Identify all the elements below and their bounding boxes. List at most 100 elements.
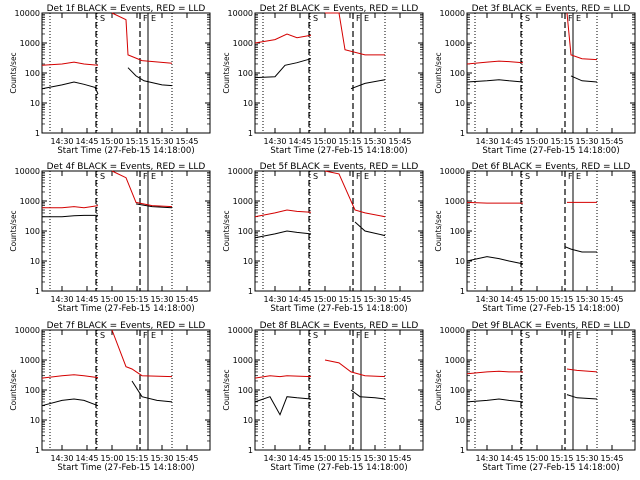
- x-axis-label: Start Time (27-Feb-15 14:18:00): [482, 463, 619, 473]
- panel-title: Det 6f BLACK = Events, RED = LLD: [472, 162, 631, 172]
- y-tick-label: 1: [248, 287, 253, 296]
- x-tick-label: 14:45: [288, 137, 311, 146]
- x-tick-label: 15:30: [150, 454, 173, 463]
- y-axis-label: Counts/sec: [222, 52, 231, 93]
- panel-5: Det 5f BLACK = Events, RED = LLD 1 10 100 10…: [222, 162, 424, 314]
- panel-title: Det 4f BLACK = Events, RED = LLD: [47, 162, 206, 172]
- y-tick-label: 100: [238, 386, 253, 395]
- marker-letter-s: S: [100, 14, 105, 23]
- y-tick-label: 1000: [20, 197, 40, 206]
- y-tick-label: 100: [25, 386, 40, 395]
- x-tick-label: 15:00: [313, 295, 336, 304]
- marker-letter-s: S: [313, 14, 318, 23]
- x-axis-label: Start Time (27-Feb-15 14:18:00): [482, 304, 619, 314]
- events-series-line: [564, 246, 597, 253]
- marker-letter-s: S: [525, 172, 530, 181]
- events-series-line: [135, 203, 173, 209]
- y-tick-label: 1: [460, 446, 465, 455]
- marker-letter-f: F: [568, 331, 573, 340]
- y-axis-label: Counts/sec: [434, 369, 443, 410]
- panel-7: Det 7f BLACK = Events, RED = LLD 1 10 100 10…: [9, 321, 211, 473]
- y-tick-label: 10000: [228, 167, 253, 176]
- y-tick-label: 10: [30, 99, 40, 108]
- marker-letter-f: F: [568, 14, 573, 23]
- x-axis-label: Start Time (27-Feb-15 14:18:00): [57, 304, 194, 314]
- x-tick-label: 14:45: [500, 295, 523, 304]
- x-tick-label: 15:30: [363, 295, 386, 304]
- x-tick-label: 14:30: [475, 137, 498, 146]
- marker-letter-e: E: [576, 172, 581, 181]
- x-tick-label: 15:15: [338, 137, 361, 146]
- panel-3: Det 3f BLACK = Events, RED = LLD 1 10 100 10…: [434, 4, 636, 156]
- y-tick-label: 10000: [228, 9, 253, 18]
- y-tick-label: 1: [35, 287, 40, 296]
- plot-frame: [254, 329, 424, 451]
- y-tick-label: 10: [455, 99, 465, 108]
- x-tick-label: 15:45: [600, 137, 623, 146]
- lld-series-line: [41, 374, 99, 379]
- x-tick-label: 14:30: [475, 454, 498, 463]
- lld-series-line: [254, 33, 312, 44]
- x-tick-label: 15:45: [388, 295, 411, 304]
- events-series-line: [570, 75, 598, 83]
- y-tick-label: 10000: [440, 9, 465, 18]
- y-tick-label: 1000: [233, 356, 253, 365]
- x-tick-label: 14:30: [50, 137, 73, 146]
- x-tick-label: 15:45: [388, 137, 411, 146]
- panel-title: Det 3f BLACK = Events, RED = LLD: [472, 4, 631, 14]
- marker-letter-s: S: [313, 172, 318, 181]
- events-series-line: [41, 81, 99, 95]
- y-tick-label: 10: [455, 257, 465, 266]
- lld-series-line: [111, 12, 173, 64]
- y-axis-label: Counts/sec: [9, 210, 18, 251]
- x-tick-label: 15:45: [600, 454, 623, 463]
- panel-1: Det 1f BLACK = Events, RED = LLD 1 10 100 10…: [9, 4, 211, 156]
- y-tick-label: 1000: [233, 197, 253, 206]
- y-tick-label: 1: [35, 446, 40, 455]
- x-tick-label: 15:30: [150, 137, 173, 146]
- panel-title: Det 2f BLACK = Events, RED = LLD: [260, 4, 419, 14]
- x-tick-label: 14:45: [75, 137, 98, 146]
- x-tick-label: 15:45: [600, 295, 623, 304]
- events-series-line: [466, 256, 524, 265]
- y-tick-label: 10000: [440, 167, 465, 176]
- panel-title: Det 5f BLACK = Events, RED = LLD: [260, 162, 419, 172]
- y-axis-label: Counts/sec: [434, 210, 443, 251]
- events-series-line: [350, 79, 386, 90]
- panel-2: Det 2f BLACK = Events, RED = LLD 1 10 100 10…: [222, 4, 424, 156]
- y-tick-label: 1000: [445, 197, 465, 206]
- y-tick-label: 10000: [15, 9, 40, 18]
- x-tick-label: 14:45: [500, 137, 523, 146]
- x-tick-label: 15:00: [313, 454, 336, 463]
- events-series-line: [466, 398, 524, 403]
- lld-series-line: [324, 359, 386, 378]
- lld-series-line: [566, 12, 598, 61]
- y-tick-label: 100: [450, 69, 465, 78]
- x-tick-label: 15:30: [575, 137, 598, 146]
- y-axis-label: Counts/sec: [222, 210, 231, 251]
- y-tick-label: 100: [238, 69, 253, 78]
- y-tick-label: 1000: [20, 356, 40, 365]
- marker-letter-e: E: [576, 14, 581, 23]
- events-series-line: [131, 380, 173, 403]
- x-tick-label: 15:00: [525, 295, 548, 304]
- x-axis-label: Start Time (27-Feb-15 14:18:00): [482, 146, 619, 156]
- x-tick-label: 15:15: [338, 454, 361, 463]
- plot-frame: [466, 170, 636, 292]
- y-tick-label: 10: [243, 257, 253, 266]
- y-tick-label: 1000: [20, 39, 40, 48]
- x-tick-label: 15:15: [550, 454, 573, 463]
- lld-series-line: [566, 368, 598, 373]
- marker-letter-s: S: [100, 172, 105, 181]
- marker-letter-e: E: [151, 172, 156, 181]
- y-tick-label: 100: [450, 227, 465, 236]
- x-tick-label: 15:30: [575, 454, 598, 463]
- x-tick-label: 15:30: [575, 295, 598, 304]
- x-tick-label: 15:30: [150, 295, 173, 304]
- panel-title: Det 8f BLACK = Events, RED = LLD: [260, 321, 419, 331]
- panel-title: Det 9f BLACK = Events, RED = LLD: [472, 321, 631, 331]
- x-tick-label: 14:30: [263, 137, 286, 146]
- y-tick-label: 1000: [445, 39, 465, 48]
- y-tick-label: 10000: [15, 167, 40, 176]
- marker-letter-e: E: [364, 172, 369, 181]
